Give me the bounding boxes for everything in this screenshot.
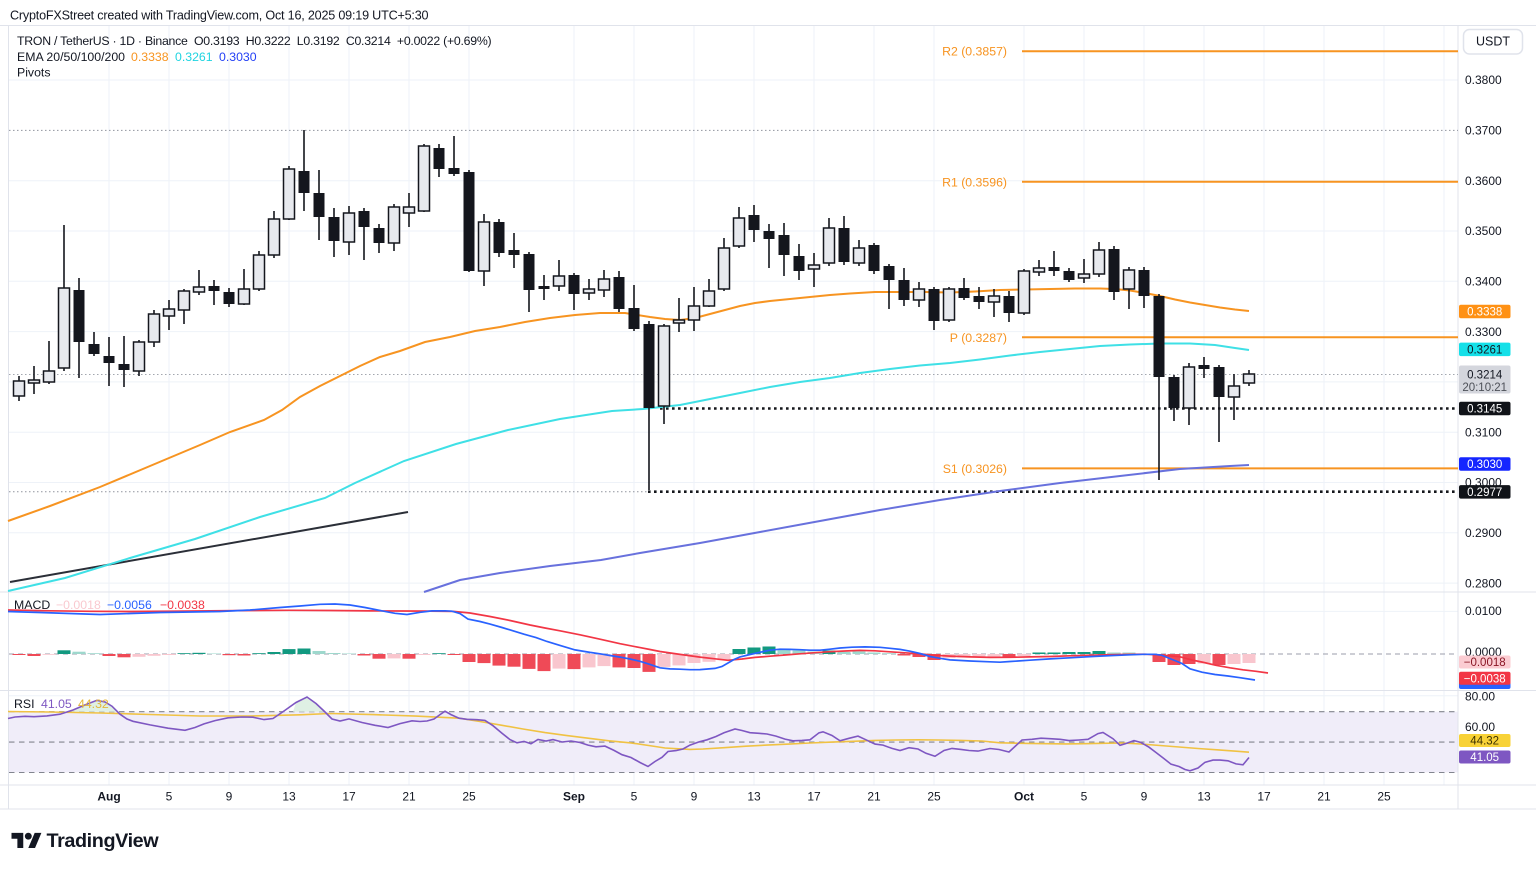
- svg-text:21: 21: [867, 790, 881, 804]
- svg-text:Aug: Aug: [97, 790, 120, 804]
- svg-text:5: 5: [631, 790, 638, 804]
- svg-text:20:10:21: 20:10:21: [1462, 382, 1507, 394]
- svg-text:9: 9: [691, 790, 698, 804]
- svg-text:−0.0038: −0.0038: [1464, 673, 1506, 685]
- svg-text:0.2900: 0.2900: [1465, 526, 1502, 540]
- svg-text:R2 (0.3857): R2 (0.3857): [942, 45, 1007, 59]
- svg-text:17: 17: [807, 790, 821, 804]
- svg-text:13: 13: [282, 790, 296, 804]
- svg-text:−0.0018: −0.0018: [56, 598, 101, 612]
- svg-text:25: 25: [462, 790, 476, 804]
- svg-text:0.3500: 0.3500: [1465, 224, 1502, 238]
- svg-text:5: 5: [1081, 790, 1088, 804]
- svg-text:0.3338: 0.3338: [131, 50, 169, 64]
- svg-text:R1 (0.3596): R1 (0.3596): [942, 175, 1007, 189]
- svg-text:17: 17: [1257, 790, 1271, 804]
- svg-text:RSI: RSI: [14, 697, 35, 711]
- svg-text:0.3261: 0.3261: [175, 50, 213, 64]
- svg-text:P (0.3287): P (0.3287): [950, 331, 1007, 345]
- svg-text:0.3700: 0.3700: [1465, 124, 1502, 138]
- svg-text:CryptoFXStreet created with Tr: CryptoFXStreet created with TradingView.…: [10, 9, 429, 23]
- svg-text:S1 (0.3026): S1 (0.3026): [943, 462, 1007, 476]
- svg-text:TradingView: TradingView: [47, 830, 160, 852]
- svg-text:0.3600: 0.3600: [1465, 174, 1502, 188]
- svg-text:−0.0018: −0.0018: [1464, 657, 1506, 669]
- svg-text:41.05: 41.05: [1470, 752, 1499, 764]
- svg-text:0.3400: 0.3400: [1465, 275, 1502, 289]
- svg-text:−0.0056: −0.0056: [107, 598, 152, 612]
- svg-text:0.3100: 0.3100: [1465, 425, 1502, 439]
- svg-text:25: 25: [927, 790, 941, 804]
- svg-text:0.3145: 0.3145: [1467, 404, 1502, 416]
- svg-text:0.3261: 0.3261: [1467, 344, 1502, 356]
- svg-text:44.32: 44.32: [78, 697, 109, 711]
- svg-text:17: 17: [342, 790, 356, 804]
- svg-text:21: 21: [1317, 790, 1331, 804]
- svg-text:0.2800: 0.2800: [1465, 576, 1502, 590]
- svg-text:USDT: USDT: [1476, 35, 1510, 49]
- svg-text:0.2977: 0.2977: [1467, 487, 1502, 499]
- svg-text:0.0100: 0.0100: [1465, 604, 1502, 618]
- svg-text:EMA 20/50/100/200: EMA 20/50/100/200: [17, 50, 125, 64]
- svg-text:0.3800: 0.3800: [1465, 73, 1502, 87]
- svg-text:0.3030: 0.3030: [219, 50, 257, 64]
- svg-text:9: 9: [1141, 790, 1148, 804]
- svg-text:MACD: MACD: [14, 598, 50, 612]
- svg-text:Pivots: Pivots: [17, 66, 51, 80]
- svg-text:60.00: 60.00: [1465, 720, 1495, 734]
- svg-text:25: 25: [1377, 790, 1391, 804]
- svg-text:13: 13: [1197, 790, 1211, 804]
- svg-text:13: 13: [747, 790, 761, 804]
- svg-text:21: 21: [402, 790, 416, 804]
- svg-text:0.3338: 0.3338: [1467, 307, 1502, 319]
- svg-text:0.3214: 0.3214: [1467, 370, 1503, 382]
- svg-text:TRON / TetherUS · 1D · Binance: TRON / TetherUS · 1D · Binance O0.3193 H…: [17, 34, 492, 48]
- svg-text:44.32: 44.32: [1470, 736, 1499, 748]
- svg-text:Sep: Sep: [563, 790, 585, 804]
- svg-text:80.00: 80.00: [1465, 690, 1495, 704]
- svg-text:41.05: 41.05: [41, 697, 72, 711]
- svg-text:9: 9: [226, 790, 233, 804]
- svg-text:Oct: Oct: [1014, 790, 1034, 804]
- svg-text:0.3030: 0.3030: [1467, 459, 1502, 471]
- svg-text:−0.0038: −0.0038: [160, 598, 205, 612]
- svg-text:5: 5: [166, 790, 173, 804]
- svg-text:0.3300: 0.3300: [1465, 325, 1502, 339]
